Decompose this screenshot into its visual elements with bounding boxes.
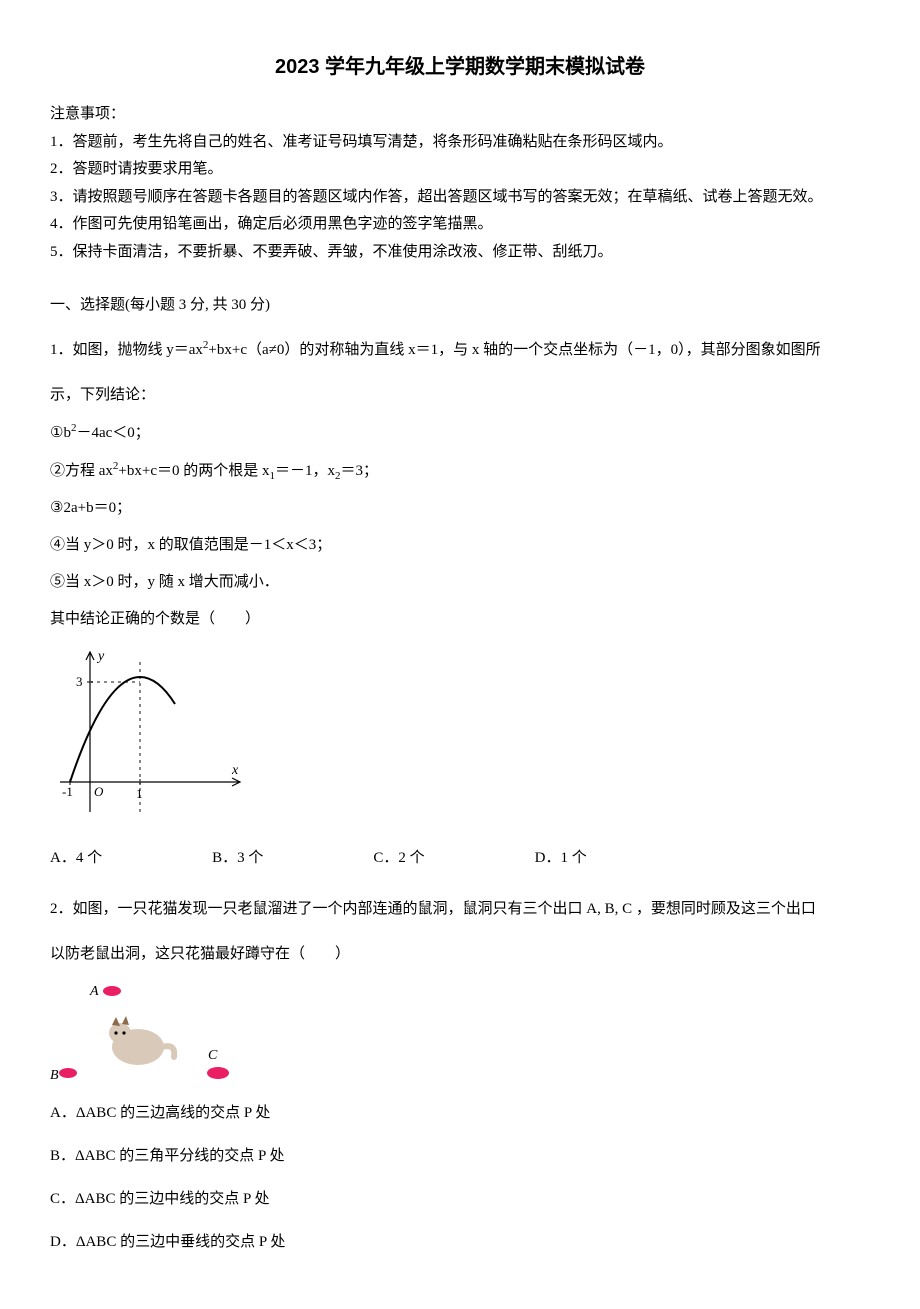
q2-figure: A B C (50, 977, 870, 1087)
q1-s3: ③2a+b＝0； (50, 492, 870, 525)
q1-stem-line2: 示，下列结论： (50, 379, 870, 412)
q1-s2-mid2: ＝－1，x (275, 463, 335, 479)
q1-fig-xtick-pos: 1 (136, 786, 143, 801)
q1-s1: ①b2－4ac＜0； (50, 416, 870, 450)
notice-item-3: 3．请按照题号顺序在答题卡各题目的答题区域内作答，超出答题区域书写的答案无效；在… (50, 185, 870, 211)
q2-options: A．ΔABC 的三边高线的交点 P 处 B．ΔABC 的三角平分线的交点 P 处… (50, 1097, 870, 1259)
q2-option-d: D．ΔABC 的三边中垂线的交点 P 处 (50, 1226, 870, 1259)
q1-s2-mid: +bx+c＝0 的两个根是 x (118, 463, 269, 479)
q1-stem: 1．如图，抛物线 y＝ax2+bx+c（a≠0）的对称轴为直线 x＝1，与 x … (50, 333, 870, 367)
q1-s2: ②方程 ax2+bx+c＝0 的两个根是 x1＝－1，x2＝3； (50, 454, 870, 488)
q1-stem-pre: 1．如图，抛物线 y＝ax (50, 342, 203, 358)
q1-s2-post: ＝3； (341, 463, 379, 479)
q1-option-c: C．2 个 (373, 842, 424, 875)
q1-option-d: D．1 个 (535, 842, 587, 875)
q1-fig-origin: O (94, 784, 104, 799)
section-1-heading: 一、选择题(每小题 3 分, 共 30 分) (50, 293, 870, 319)
q1-ask: 其中结论正确的个数是（ ） (50, 603, 870, 636)
q1-option-b: B．3 个 (212, 842, 263, 875)
q1-fig-x-label: x (231, 763, 239, 778)
q1-s2-pre: ②方程 ax (50, 463, 113, 479)
q2-stem2: 以防老鼠出洞，这只花猫最好蹲守在（ ） (50, 938, 870, 971)
q1-fig-y-label: y (96, 649, 105, 664)
q1-s1-post: －4ac＜0； (76, 425, 149, 441)
q2-stem1: 2．如图，一只花猫发现一只老鼠溜进了一个内部连通的鼠洞，鼠洞只有三个出口 A, … (50, 893, 870, 926)
q1-s5: ⑤当 x＞0 时，y 随 x 增大而减小． (50, 566, 870, 599)
q1-stem-mid: +bx+c（a≠0）的对称轴为直线 x＝1，与 x 轴的一个交点坐标为（－1，0… (208, 342, 820, 358)
q1-figure: y x O -1 1 3 (50, 642, 870, 832)
page-title: 2023 学年九年级上学期数学期末模拟试卷 (50, 50, 870, 84)
q2-option-c: C．ΔABC 的三边中线的交点 P 处 (50, 1183, 870, 1216)
notice-heading: 注意事项： (50, 102, 870, 128)
q2-fig-label-a: A (89, 984, 99, 999)
q2-option-b: B．ΔABC 的三角平分线的交点 P 处 (50, 1140, 870, 1173)
q1-fig-ytick: 3 (76, 674, 83, 689)
q1-s1-pre: ①b (50, 425, 71, 441)
notice-item-4: 4．作图可先使用铅笔画出，确定后必须用黑色字迹的签字笔描黑。 (50, 212, 870, 238)
q2-fig-label-b: B (50, 1068, 59, 1083)
notice-item-5: 5．保持卡面清洁，不要折暴、不要弄破、弄皱，不准使用涂改液、修正带、刮纸刀。 (50, 240, 870, 266)
q2-fig-label-c: C (208, 1048, 218, 1063)
notice-item-1: 1．答题前，考生先将自己的姓名、准考证号码填写清楚，将条形码准确粘贴在条形码区域… (50, 130, 870, 156)
notice-block: 注意事项： 1．答题前，考生先将自己的姓名、准考证号码填写清楚，将条形码准确粘贴… (50, 102, 870, 265)
q1-fig-xtick-neg: -1 (62, 784, 73, 799)
q1-s4: ④当 y＞0 时，x 的取值范围是－1＜x＜3； (50, 529, 870, 562)
q1-options: A．4 个 B．3 个 C．2 个 D．1 个 (50, 842, 870, 875)
q2-option-a: A．ΔABC 的三边高线的交点 P 处 (50, 1097, 870, 1130)
q1-option-a: A．4 个 (50, 842, 102, 875)
notice-item-2: 2．答题时请按要求用笔。 (50, 157, 870, 183)
